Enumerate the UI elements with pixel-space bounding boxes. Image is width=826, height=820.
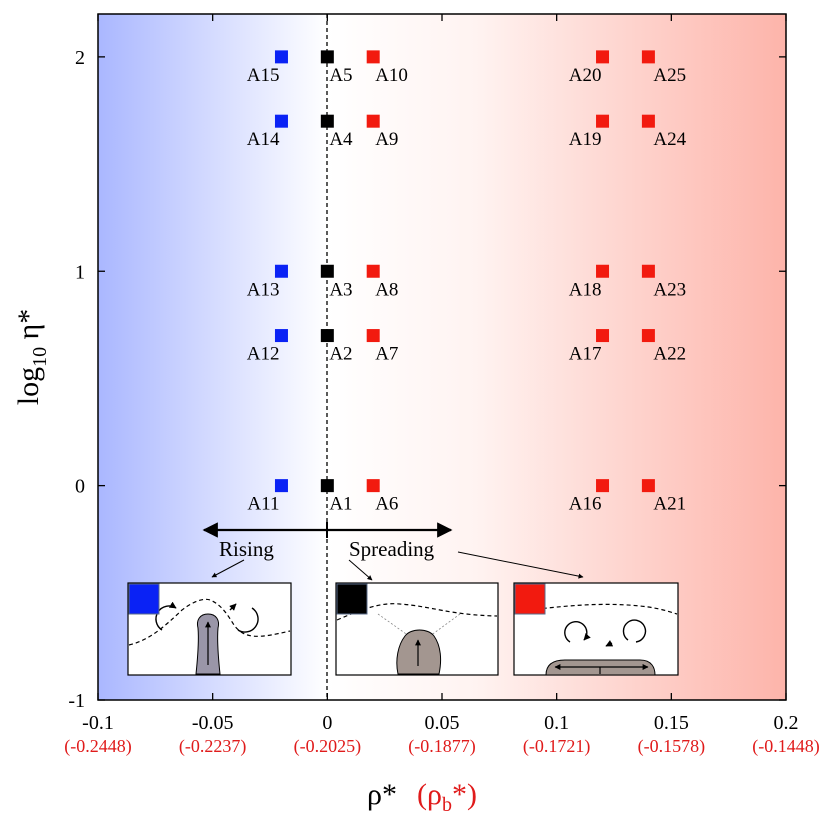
y-tick-label: 0 <box>75 476 85 498</box>
data-point-a19 <box>596 114 610 128</box>
data-label-a4: A4 <box>329 129 353 150</box>
data-label-a17: A17 <box>569 344 602 365</box>
data-point-a1 <box>320 479 334 493</box>
inset-neutral <box>335 582 499 676</box>
data-label-a13: A13 <box>247 279 280 300</box>
x-tick-label: 0.05 <box>425 712 460 734</box>
x-tick-sublabel: (-0.1877) <box>408 736 475 757</box>
x-tick-sublabel: (-0.1721) <box>523 736 590 757</box>
y-tick-label: -1 <box>68 690 85 712</box>
x-axis-title-primary: ρ* <box>367 778 397 811</box>
x-tick-sublabel: (-0.1448) <box>752 736 819 757</box>
data-point-a6 <box>366 479 380 493</box>
x-axis: -0.1(-0.2448)-0.05(-0.2237)0(-0.2025)0.0… <box>64 14 820 757</box>
data-point-a15 <box>274 50 288 64</box>
data-point-a23 <box>641 264 655 278</box>
data-label-a19: A19 <box>569 129 602 150</box>
x-axis-title-secondary: (ρb*) <box>417 778 477 816</box>
rising-leader-line <box>211 559 245 578</box>
x-tick-sublabel: (-0.2448) <box>64 736 131 757</box>
inset-spreading <box>513 582 679 676</box>
x-tick-label: 0.1 <box>544 712 569 734</box>
spreading-leader-line-1 <box>348 559 373 581</box>
x-tick-label: 0 <box>322 712 332 734</box>
data-label-a14: A14 <box>247 129 280 150</box>
x-tick-sublabel: (-0.2237) <box>179 736 246 757</box>
x-axis-title: ρ* (ρb*) <box>367 778 477 816</box>
y-tick-label: 2 <box>75 47 85 69</box>
data-label-a18: A18 <box>569 279 602 300</box>
data-label-a9: A9 <box>375 129 398 150</box>
data-label-a1: A1 <box>329 494 352 515</box>
spreading-leader-line-2 <box>457 551 584 579</box>
data-point-a17 <box>596 329 610 343</box>
spreading-label: Spreading <box>349 537 435 561</box>
data-label-a7: A7 <box>375 344 398 365</box>
data-label-a25: A25 <box>653 65 686 86</box>
x-tick-label: 0.2 <box>774 712 799 734</box>
data-point-a9 <box>366 114 380 128</box>
data-point-a16 <box>596 479 610 493</box>
data-point-a10 <box>366 50 380 64</box>
x-tick-label: -0.1 <box>82 712 114 734</box>
data-point-a3 <box>320 264 334 278</box>
data-label-a6: A6 <box>375 494 398 515</box>
data-label-a15: A15 <box>247 65 280 86</box>
data-label-a22: A22 <box>653 344 686 365</box>
inset-rising <box>127 582 292 676</box>
data-point-a4 <box>320 114 334 128</box>
data-point-a21 <box>641 479 655 493</box>
data-label-a20: A20 <box>569 65 602 86</box>
x-tick-label: 0.15 <box>654 712 689 734</box>
data-label-a21: A21 <box>653 494 686 515</box>
data-point-a7 <box>366 329 380 343</box>
data-point-a13 <box>274 264 288 278</box>
data-label-a5: A5 <box>329 65 352 86</box>
data-label-a8: A8 <box>375 279 398 300</box>
data-label-a24: A24 <box>653 129 686 150</box>
data-point-a22 <box>641 329 655 343</box>
data-point-a20 <box>596 50 610 64</box>
data-point-a14 <box>274 114 288 128</box>
data-point-a25 <box>641 50 655 64</box>
data-label-a16: A16 <box>569 494 602 515</box>
data-point-a8 <box>366 264 380 278</box>
x-tick-sublabel: (-0.1578) <box>638 736 705 757</box>
data-point-a11 <box>274 479 288 493</box>
data-label-a3: A3 <box>329 279 352 300</box>
y-axis-title: log10 η* <box>12 309 51 406</box>
x-tick-label: -0.05 <box>192 712 234 734</box>
data-point-a24 <box>641 114 655 128</box>
data-point-a12 <box>274 329 288 343</box>
data-label-a2: A2 <box>329 344 352 365</box>
data-label-a12: A12 <box>247 344 280 365</box>
rising-label: Rising <box>219 537 274 561</box>
data-label-a23: A23 <box>653 279 686 300</box>
y-axis: -1 0 1 2 <box>68 47 786 712</box>
data-label-a11: A11 <box>247 494 279 515</box>
y-tick-label: 1 <box>75 261 85 283</box>
x-tick-sublabel: (-0.2025) <box>294 736 361 757</box>
data-point-a5 <box>320 50 334 64</box>
data-point-a2 <box>320 329 334 343</box>
data-points: A1 A2 A3 A4 A5 A6 A7 A8 A9 A10 A11 A12 A13 A14 A15 A16 A… <box>247 50 687 515</box>
data-point-a18 <box>596 264 610 278</box>
data-label-a10: A10 <box>375 65 408 86</box>
